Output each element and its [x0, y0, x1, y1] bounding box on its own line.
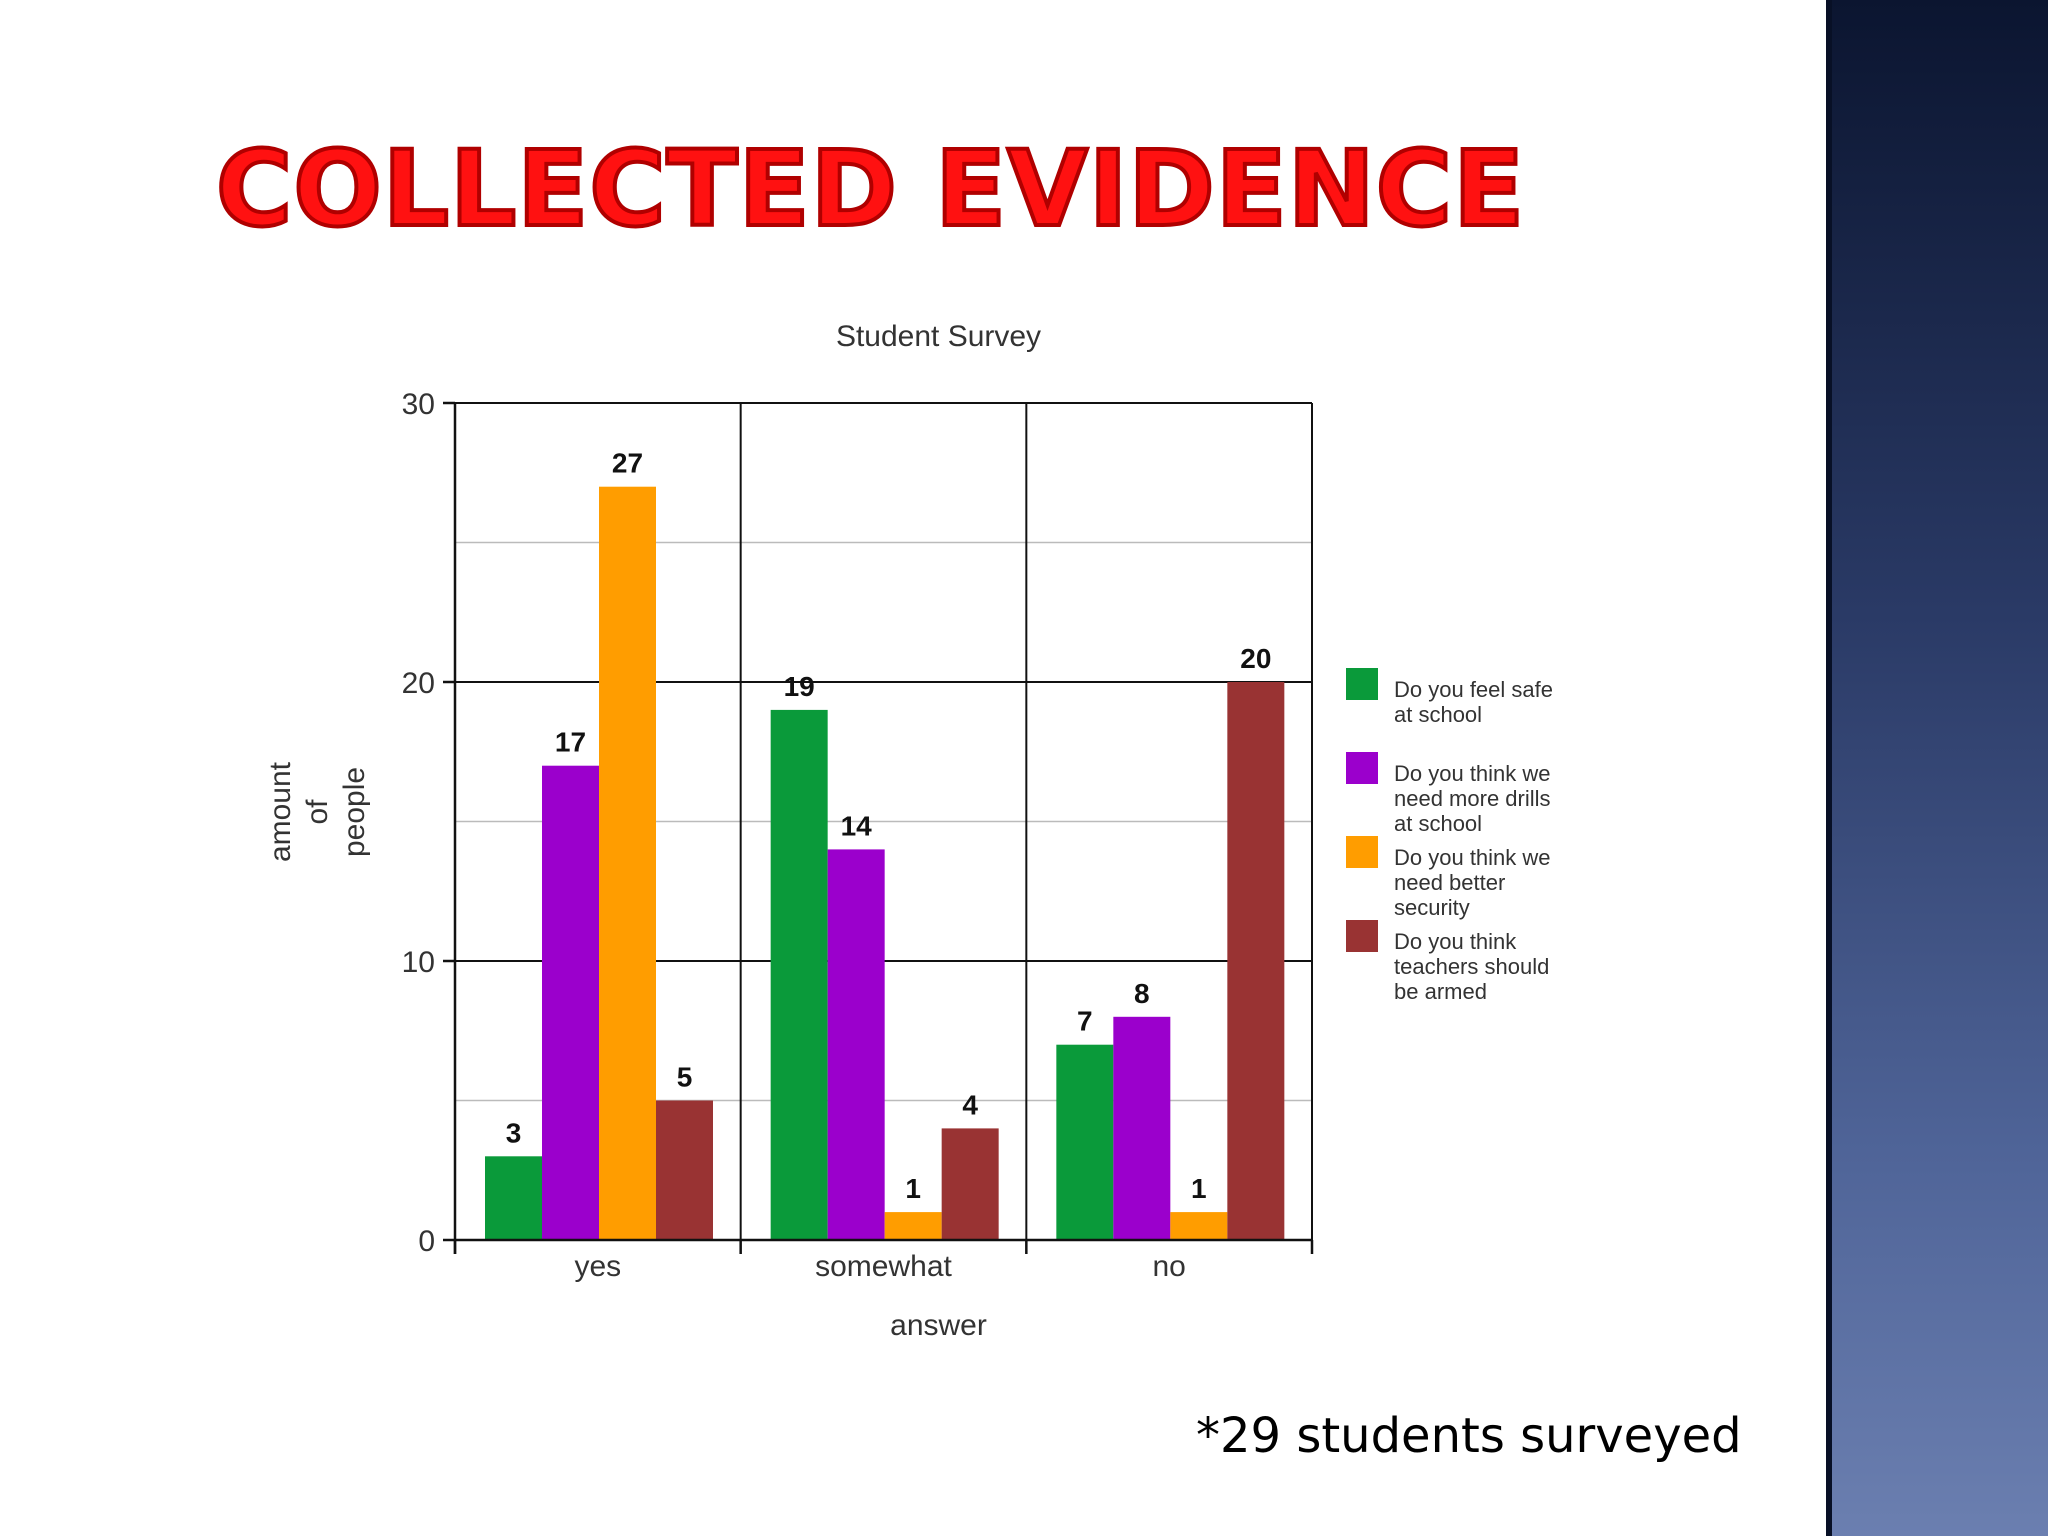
bar-value-label: 3	[506, 1117, 522, 1148]
bar	[485, 1156, 542, 1240]
legend-swatch	[1346, 668, 1378, 700]
bar	[941, 1128, 999, 1240]
bar	[884, 1212, 942, 1240]
bar-value-label: 5	[677, 1062, 693, 1093]
bar	[542, 765, 599, 1240]
bar-value-label: 1	[1191, 1173, 1207, 1204]
chart-title: Student Survey	[836, 320, 1041, 353]
legend-label: Do you feel safe	[1394, 677, 1553, 702]
bar-value-label: 1	[905, 1173, 921, 1204]
y-tick-label: 0	[418, 1225, 435, 1258]
y-axis-label: people	[338, 767, 371, 857]
bar-value-label: 27	[612, 448, 643, 479]
slide-title: COLLECTED EVIDENCE	[214, 126, 1526, 252]
legend-label: need better	[1394, 870, 1505, 895]
bar-value-label: 8	[1134, 978, 1150, 1009]
bar	[827, 849, 885, 1240]
side-decoration-edge	[1826, 0, 1832, 1536]
bar	[1056, 1044, 1114, 1240]
legend-label: at school	[1394, 811, 1482, 836]
x-tick-label: no	[1152, 1250, 1185, 1283]
legend-label: Do you think we	[1394, 761, 1551, 786]
bar-value-label: 20	[1240, 643, 1271, 674]
y-axis-label: amount	[264, 761, 297, 862]
side-decoration-panel	[1826, 0, 2048, 1536]
bar	[1227, 682, 1285, 1240]
bar-value-label: 17	[555, 727, 586, 758]
y-tick-label: 30	[402, 388, 435, 421]
bar	[770, 709, 828, 1240]
legend-label: need more drills	[1394, 786, 1551, 811]
y-tick-label: 10	[402, 946, 435, 979]
legend-label: teachers should	[1394, 954, 1549, 979]
bar	[599, 486, 656, 1240]
bar-value-label: 14	[841, 810, 873, 841]
bar	[1113, 1016, 1171, 1240]
legend-label: be armed	[1394, 979, 1487, 1004]
y-tick-label: 20	[402, 667, 435, 700]
bar-value-label: 7	[1077, 1006, 1093, 1037]
legend-label: Do you think we	[1394, 845, 1551, 870]
bar-value-label: 4	[962, 1089, 978, 1120]
bar-value-label: 19	[784, 671, 815, 702]
legend-label: at school	[1394, 702, 1482, 727]
x-axis-label: answer	[890, 1309, 987, 1342]
legend-label: Do you think	[1394, 929, 1517, 954]
legend-swatch	[1346, 752, 1378, 784]
bar	[1170, 1212, 1228, 1240]
legend-swatch	[1346, 836, 1378, 868]
x-tick-label: somewhat	[815, 1250, 952, 1283]
x-tick-label: yes	[574, 1250, 621, 1283]
legend-swatch	[1346, 920, 1378, 952]
y-axis-label: of	[301, 799, 334, 825]
legend-label: security	[1394, 895, 1470, 920]
footnote: *29 students surveyed	[1196, 1408, 1742, 1464]
bar	[656, 1100, 713, 1240]
